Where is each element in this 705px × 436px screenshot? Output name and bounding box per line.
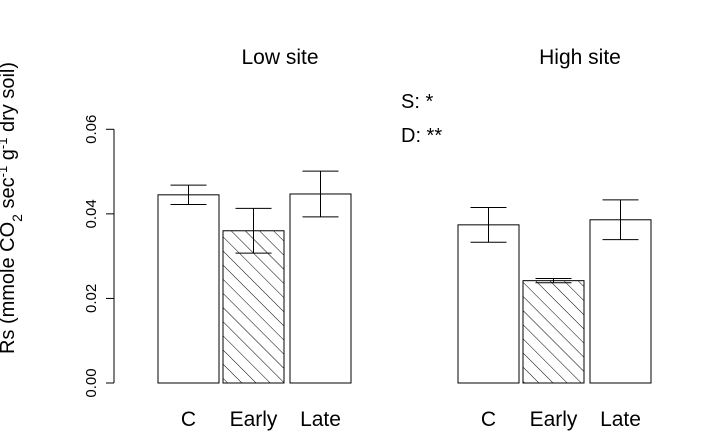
- bar: [457, 224, 520, 384]
- category-label: Late: [600, 408, 641, 431]
- category-label: C: [481, 408, 496, 431]
- bar: [522, 280, 585, 384]
- bar: [589, 219, 652, 384]
- y-tick-label: 0.04: [83, 199, 100, 228]
- y-tick-label: 0.00: [83, 368, 100, 397]
- annotation-date: D: **: [401, 125, 442, 147]
- bars: [157, 193, 652, 384]
- category-label: Early: [230, 408, 278, 431]
- category-label: Late: [300, 408, 341, 431]
- y-tick-label: 0.06: [83, 115, 100, 144]
- site-label: Low site: [241, 46, 318, 69]
- error-bars: [170, 170, 639, 284]
- category-labels: C Early Late C Early Late: [181, 408, 641, 431]
- annotation-site: S: *: [401, 91, 433, 113]
- bar: [157, 194, 220, 384]
- bar: [222, 230, 285, 384]
- category-label: Early: [530, 408, 578, 431]
- y-axis-label: Rs (mmole CO2 sec-1 g-1 dry soil): [0, 62, 25, 354]
- bar: [289, 193, 352, 384]
- y-tick-label: 0.02: [83, 284, 100, 313]
- category-label: C: [181, 408, 196, 431]
- site-label: High site: [539, 46, 621, 69]
- site-labels: Low site High site: [241, 46, 620, 69]
- y-axis: 0.00 0.02 0.04 0.06: [83, 115, 115, 398]
